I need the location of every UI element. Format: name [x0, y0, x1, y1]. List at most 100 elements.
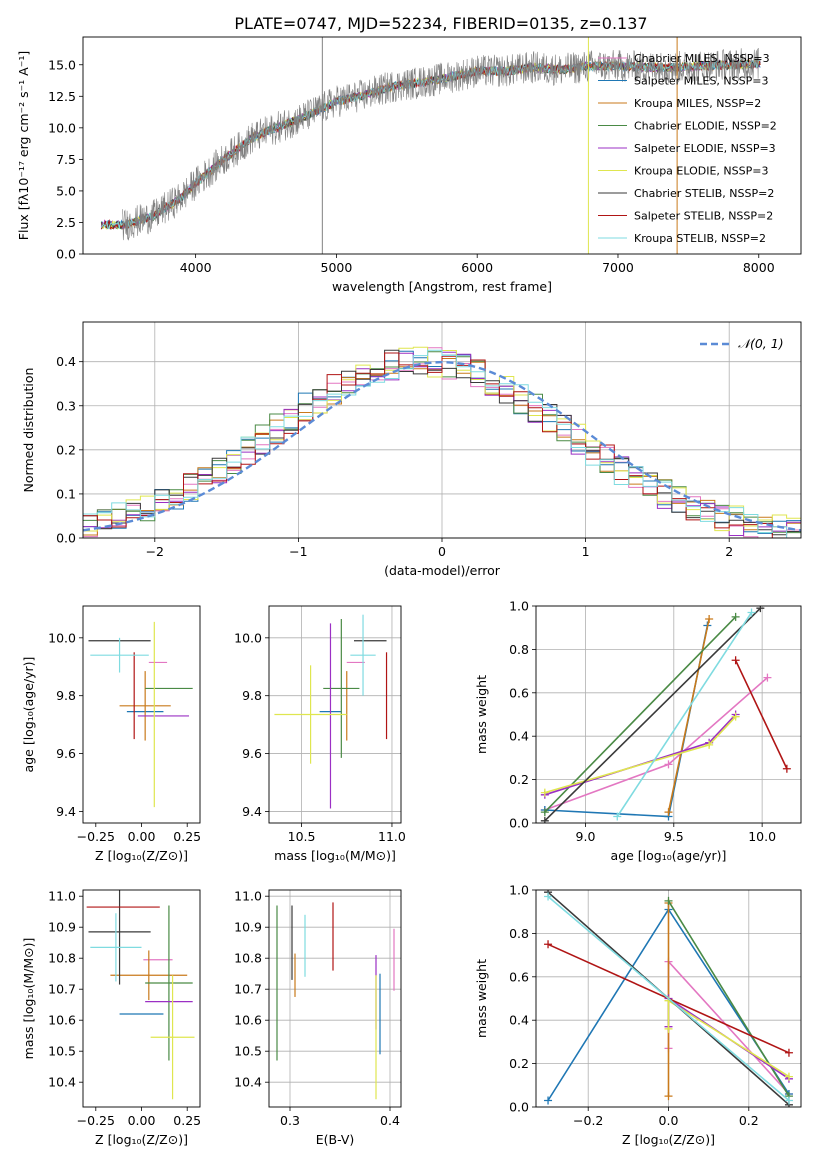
weight-marker: [784, 1072, 793, 1081]
y-tick-label: 10.0: [48, 630, 76, 645]
weight-marker: [731, 656, 740, 665]
error-bar-point: [323, 619, 360, 758]
normal-curve: [83, 360, 801, 532]
x-tick-label: 6000: [461, 260, 493, 275]
x-tick-label: 0.0: [659, 1113, 679, 1128]
axes-frame: [268, 605, 402, 824]
legend-label: Kroupa ELODIE, NSSP=3: [634, 165, 768, 178]
x-tick-label: −2: [146, 544, 164, 559]
x-tick-label: 0.00: [128, 1113, 156, 1128]
y-tick-label: 9.6: [242, 746, 262, 761]
y-tick-label: 0.0: [56, 531, 76, 546]
x-axis-label: age [log₁₀(age/yr)]: [611, 848, 727, 863]
error-bar-point: [88, 890, 151, 985]
plot-area-residuals: [83, 346, 801, 538]
y-tick-label: 9.8: [56, 688, 76, 703]
y-axis-label: age [log₁₀(age/yr)]: [21, 657, 36, 773]
plot-area-age_vs_Z: [88, 621, 193, 808]
y-tick-label: 11.0: [234, 889, 262, 904]
y-tick-label: 0.4: [509, 1013, 529, 1028]
y-axis-label: mass weight: [474, 959, 489, 1038]
y-tick-label: 0.8: [509, 926, 529, 941]
weight-marker: [664, 896, 673, 905]
legend-label: Chabrier ELODIE, NSSP=2: [634, 120, 777, 133]
panel-weight_vs_age: 9.0 9.5 10.0 0.0 0.2 0.4 0.6 0.8 1.0 age [log₁₀(a…: [474, 599, 802, 863]
x-axis-label: Z [log₁₀(Z/Z⊙)]: [622, 1132, 715, 1147]
legend-label: Salpeter MILES, NSSP=3: [634, 75, 768, 88]
weight-line: [667, 618, 710, 813]
x-tick-label: 9.0: [576, 829, 596, 844]
x-tick-label: −0.25: [77, 829, 115, 844]
weight-marker: [756, 606, 765, 613]
plot-area-mass_vs_EBV: [276, 902, 395, 1100]
y-axis-label: mass weight: [474, 675, 489, 754]
x-tick-label: 9.5: [664, 829, 684, 844]
weight-line: [667, 999, 790, 1078]
x-tick-label: −1: [289, 544, 307, 559]
legend-label: Kroupa MILES, NSSP=2: [634, 97, 761, 110]
legend-label: Kroupa STELIB, NSSP=2: [634, 232, 766, 245]
weight-marker: [540, 808, 549, 817]
y-tick-label: 0.3: [56, 398, 76, 413]
x-tick-label: 11.0: [378, 829, 406, 844]
error-bar-point: [350, 614, 376, 696]
x-axis-label: Z [log₁₀(Z/Z⊙)]: [95, 1132, 188, 1147]
weight-marker: [747, 608, 756, 617]
y-tick-label: 0.6: [509, 969, 529, 984]
legend-label: Chabrier STELIB, NSSP=2: [634, 187, 774, 200]
residual-histogram: [83, 349, 801, 538]
x-tick-label: 0.25: [173, 829, 201, 844]
y-tick-label: 9.4: [242, 804, 262, 819]
y-tick-label: 0.2: [509, 1056, 529, 1071]
legend: 𝒩(0, 1): [700, 336, 784, 351]
y-tick-label: 10.0: [48, 120, 76, 135]
y-tick-label: 10.9: [234, 920, 262, 935]
y-tick-label: 10.4: [48, 1075, 76, 1090]
panel-age_vs_Z: −0.25 0.00 0.25 9.4 9.6 9.8 10.0 Z [log₁₀(Z/Z⊙)…: [21, 605, 201, 863]
y-tick-label: 0.0: [56, 247, 76, 262]
y-tick-label: 10.5: [234, 1044, 262, 1059]
y-tick-label: 10.8: [234, 951, 262, 966]
y-tick-label: 10.6: [234, 1013, 262, 1028]
x-axis-label: Z [log₁₀(Z/Z⊙)]: [95, 848, 188, 863]
panel-weight_vs_Z: −0.2 0.0 0.2 0.0 0.2 0.4 0.6 0.8 1.0 Z [log₁₀(Z/Z…: [474, 883, 802, 1147]
axes-frame: [82, 889, 201, 1108]
legend: Chabrier MILES, NSSP=3 Salpeter MILES, NS…: [598, 52, 777, 245]
y-tick-label: 0.4: [509, 729, 529, 744]
x-tick-label: 2: [725, 544, 733, 559]
weight-marker: [664, 808, 673, 817]
x-tick-label: 1: [582, 544, 590, 559]
y-tick-label: 15.0: [48, 57, 76, 72]
x-tick-label: 7000: [602, 260, 634, 275]
y-tick-label: 10.7: [48, 982, 76, 997]
weight-marker: [784, 1048, 793, 1057]
error-bar-point: [274, 665, 347, 764]
error-bar-point: [119, 671, 171, 741]
y-tick-label: 0.8: [509, 642, 529, 657]
panel-mass_vs_EBV: 0.3 0.4 10.4 10.5 10.6 10.7 10.8 10.9 11.0 E(B-V): [234, 889, 402, 1147]
x-tick-label: 0.25: [173, 1113, 201, 1128]
weight-marker: [544, 1096, 553, 1105]
weight-line: [544, 607, 761, 822]
x-axis-label: (data-model)/error: [384, 563, 501, 578]
panel-spectrum: 4000 5000 6000 7000 8000 0.0 2.5 5.0 7.5 10.0 12.5…: [16, 36, 802, 294]
y-tick-label: 10.0: [234, 630, 262, 645]
y-tick-label: 11.0: [48, 889, 76, 904]
y-tick-label: 1.0: [509, 883, 529, 898]
panel-age_vs_mass: 10.5 11.0 9.4 9.6 9.8 10.0 mass [log₁₀(M/M⊙)]: [234, 605, 406, 863]
x-axis-label: wavelength [Angstrom, rest frame]: [332, 279, 552, 294]
y-tick-label: 9.6: [56, 746, 76, 761]
weight-marker: [664, 760, 673, 769]
x-tick-label: 8000: [743, 260, 775, 275]
error-bar-point: [110, 950, 188, 1001]
y-tick-label: 12.5: [48, 89, 76, 104]
weight-marker: [544, 940, 553, 949]
plot-area-weight_vs_age: [540, 606, 791, 823]
weight-marker: [544, 892, 553, 901]
plot-area-weight_vs_Z: [544, 890, 793, 1107]
y-tick-label: 2.5: [56, 215, 76, 230]
y-axis-label: Flux [fλ10⁻¹⁷ erg cm⁻² s⁻¹ A⁻¹]: [16, 51, 31, 240]
y-tick-label: 10.7: [234, 982, 262, 997]
error-bar-point: [150, 975, 195, 1100]
